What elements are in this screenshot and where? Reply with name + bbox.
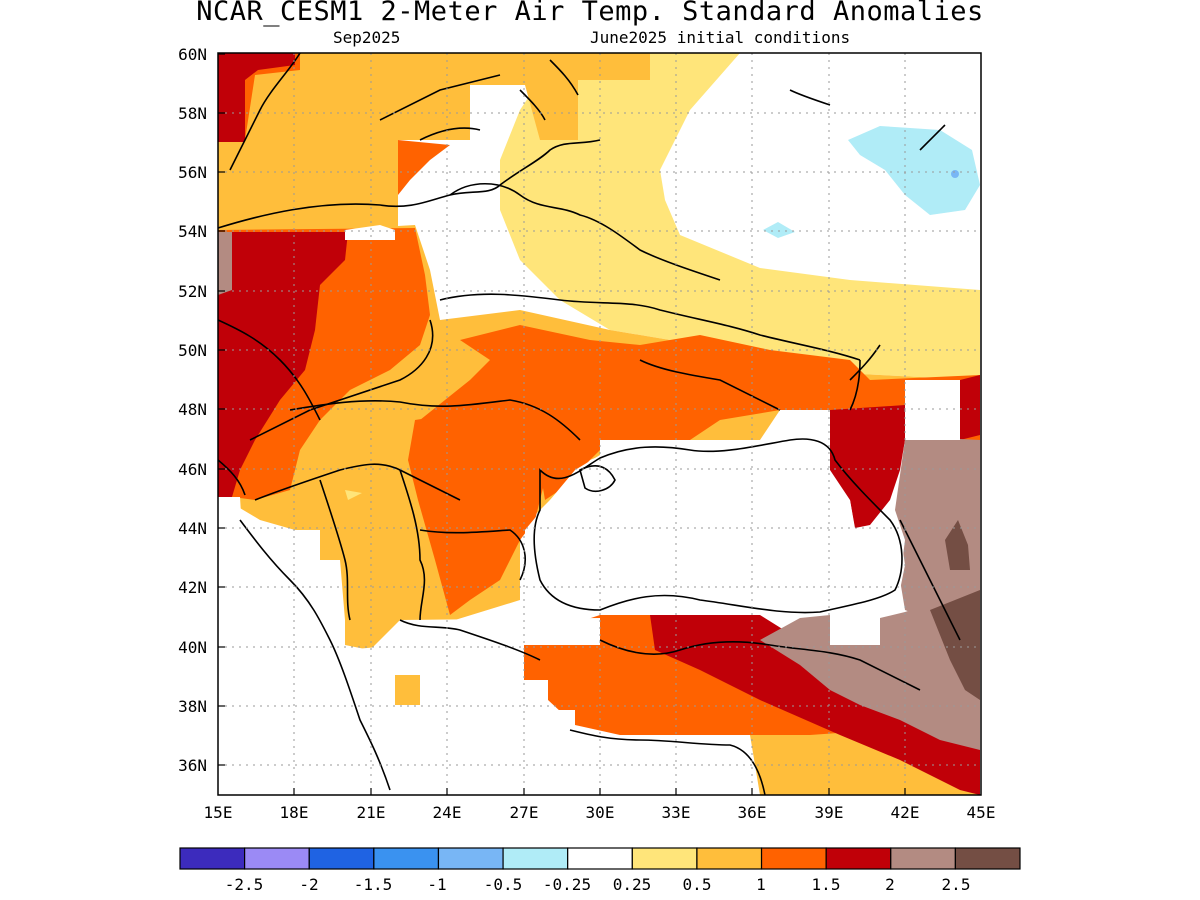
yellow-anomaly-band	[500, 53, 980, 380]
lat-label: 48N	[178, 400, 207, 419]
colorbar-label: -1.5	[354, 875, 393, 894]
redorange-anomaly-region	[218, 53, 980, 760]
grid-lines	[218, 53, 981, 795]
lat-label: 44N	[178, 519, 207, 538]
colorbar-label: 1	[756, 875, 766, 894]
lat-label: 50N	[178, 341, 207, 360]
colorbar: -2.5 -2 -1.5 -1 -0.5 -0.25 0.25 0.5 1 1.…	[179, 847, 1021, 894]
colorbar-swatch	[179, 847, 246, 870]
lat-label: 60N	[178, 45, 207, 64]
lat-label: 52N	[178, 282, 207, 301]
colorbar-swatch	[696, 847, 763, 870]
lat-label: 46N	[178, 460, 207, 479]
colorbar-label: 2.5	[942, 875, 971, 894]
lat-label: 36N	[178, 756, 207, 775]
colorbar-swatch	[244, 847, 310, 870]
map-title: NCAR_CESM1 2-Meter Air Temp. Standard An…	[196, 0, 984, 27]
colorbar-label: -0.25	[543, 875, 591, 894]
lat-label: 54N	[178, 222, 207, 241]
blacksea-mask	[525, 410, 905, 615]
colorbar-label: 2	[885, 875, 895, 894]
colorbar-swatch	[502, 847, 569, 870]
lat-label: 38N	[178, 697, 207, 716]
colorbar-swatches	[179, 847, 1021, 870]
lon-label: 30E	[586, 803, 615, 822]
colorbar-label: 0.25	[613, 875, 652, 894]
lat-label: 42N	[178, 578, 207, 597]
colorbar-label: -1	[427, 875, 446, 894]
colorbar-label: -0.5	[484, 875, 523, 894]
lon-label: 18E	[280, 803, 309, 822]
colorbar-swatch	[308, 847, 375, 870]
latitude-labels: 60N 58N 56N 54N 52N 50N 48N 46N 44N 42N …	[178, 45, 207, 775]
forecast-month: Sep2025	[333, 28, 401, 47]
lon-label: 39E	[815, 803, 844, 822]
darkbrown-anomaly-region	[930, 520, 980, 700]
colorbar-label: -2	[299, 875, 318, 894]
longitude-labels: 15E 18E 21E 24E 27E 30E 33E 36E 39E 42E …	[204, 803, 996, 822]
cool-anomaly-region	[848, 126, 980, 215]
colorbar-label: -2.5	[225, 875, 264, 894]
lat-label: 56N	[178, 163, 207, 182]
colorbar-label: 0.5	[683, 875, 712, 894]
brown-anomaly-region	[218, 232, 980, 750]
colorbar-swatch	[890, 847, 956, 870]
colorbar-swatch	[825, 847, 892, 870]
lon-label: 15E	[204, 803, 233, 822]
colorbar-swatch	[631, 847, 698, 870]
lon-label: 27E	[510, 803, 539, 822]
colorbar-swatch	[954, 847, 1021, 870]
lon-label: 21E	[357, 803, 386, 822]
colorbar-swatch	[760, 847, 827, 870]
lat-label: 40N	[178, 638, 207, 657]
colorbar-swatch	[567, 847, 633, 870]
axis-ticks	[218, 53, 906, 795]
lon-label: 24E	[433, 803, 462, 822]
coastlines-borders	[218, 53, 961, 795]
colorbar-swatch	[437, 847, 504, 870]
lon-label: 36E	[738, 803, 767, 822]
lon-label: 45E	[967, 803, 996, 822]
initial-conditions: June2025 initial conditions	[590, 28, 851, 47]
colorbar-label: 1.5	[812, 875, 841, 894]
colorbar-labels: -2.5 -2 -1.5 -1 -0.5 -0.25 0.25 0.5 1 1.…	[225, 875, 971, 894]
lon-label: 42E	[891, 803, 920, 822]
lon-label: 33E	[662, 803, 691, 822]
colorbar-swatch	[373, 847, 440, 870]
lat-label: 58N	[178, 104, 207, 123]
